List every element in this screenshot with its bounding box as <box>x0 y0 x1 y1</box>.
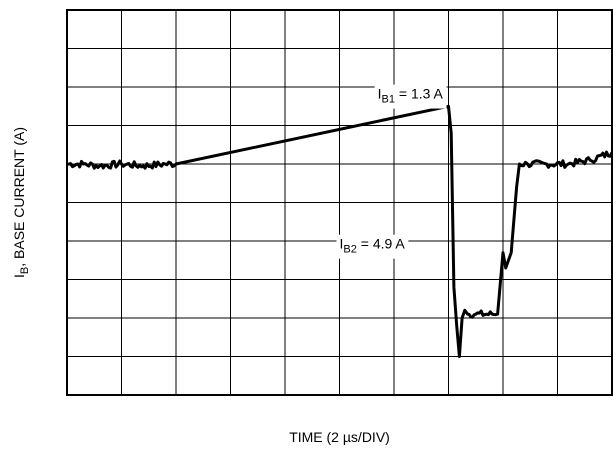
annotation-label: IB1 = 1.3 A <box>378 86 444 106</box>
y-axis-label-sub: B <box>19 267 31 274</box>
annotation-b1: IB1 = 1.3 A <box>374 84 447 109</box>
annotation-subscript: B2 <box>343 244 356 256</box>
annotation-symbol: I <box>378 86 382 102</box>
grid <box>67 10 612 395</box>
annotation-label: IB2 = 4.9 A <box>340 236 406 256</box>
annotation-b2: IB2 = 4.9 A <box>336 234 409 259</box>
annotation-value: = 4.9 A <box>357 236 406 252</box>
y-axis-label: IB, BASE CURRENT (A) <box>11 127 31 278</box>
annotation-value: = 1.3 A <box>395 86 444 102</box>
y-axis-label-rest: , BASE CURRENT (A) <box>11 127 27 267</box>
x-axis-label: TIME (2 µs/DIV) <box>289 429 390 445</box>
annotation-background <box>336 234 409 259</box>
annotation-symbol: I <box>340 236 344 252</box>
annotation-background <box>374 84 447 109</box>
base-current-trace <box>66 104 613 358</box>
y-axis-label-main: I <box>11 274 27 278</box>
annotation-subscript: B1 <box>382 94 395 106</box>
plot-frame <box>66 9 613 396</box>
